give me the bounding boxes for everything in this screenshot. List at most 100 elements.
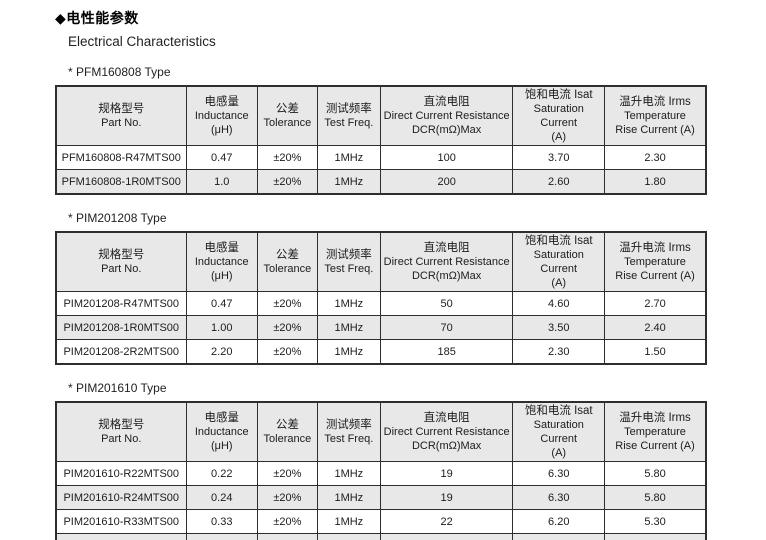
column-header-line: (μH) <box>210 270 233 282</box>
spec-table-pim201208: 规格型号 Part No. 电感量 Inductance (μH) 公差 Tolerance… <box>55 231 707 365</box>
value-cell: ±20% <box>257 533 318 540</box>
column-header-line: Test Freq. <box>324 433 374 445</box>
table-heading-pim201208: * PIM201208 Type <box>68 211 167 225</box>
column-header-part-no: 规格型号 Part No. <box>55 401 187 462</box>
column-header-inductance: 电感量 Inductance (μH) <box>185 401 258 462</box>
column-header-line: 规格型号 <box>98 419 145 431</box>
part-no-cell: PIM201208-R47MTS00 <box>55 291 187 316</box>
column-header-line: Tolerance <box>263 263 312 275</box>
value-cell: 0.47 <box>185 533 258 540</box>
column-header-line: Inductance <box>194 256 249 268</box>
value-cell: 2.40 <box>604 315 707 340</box>
page-title-cn: ◆电性能参数 <box>55 10 139 26</box>
value-cell: ±20% <box>257 291 318 316</box>
column-header-line: Tolerance <box>263 117 312 129</box>
column-header-line: Direct Current Resistance <box>383 110 510 122</box>
value-cell: 1MHz <box>316 509 381 534</box>
column-header-line: (A) <box>551 131 567 143</box>
column-header-line: 测试频率 <box>325 249 372 261</box>
table-header-row: 规格型号 Part No. 电感量 Inductance (μH) 公差 Tolerance… <box>55 231 707 292</box>
value-cell: 0.47 <box>185 145 258 170</box>
value-cell: 1.80 <box>604 169 707 195</box>
table-heading-pfm160808: * PFM160808 Type <box>68 65 171 79</box>
column-header-line: Saturation Current <box>533 249 584 275</box>
part-no-cell: PFM160808-R47MTS00 <box>55 145 187 170</box>
part-no-cell: PIM201208-1R0MTS00 <box>55 315 187 340</box>
value-cell: 2.30 <box>604 145 707 170</box>
column-header-line: 温升电流 Irms <box>619 412 691 424</box>
value-cell: 1MHz <box>316 315 381 340</box>
column-header-tolerance: 公差 Tolerance <box>257 85 318 146</box>
value-cell: 5.30 <box>604 509 707 534</box>
table-row: PIM201208-1R0MTS00 1.00 ±20% 1MHz 70 3.50 2.40 <box>55 315 707 340</box>
value-cell: ±20% <box>257 461 318 486</box>
part-no-cell: PFM160808-1R0MTS00 <box>55 169 187 195</box>
value-cell: 0.33 <box>185 509 258 534</box>
value-cell: 1MHz <box>316 291 381 316</box>
value-cell: ±20% <box>257 485 318 510</box>
column-header-line: Rise Current (A) <box>615 124 695 136</box>
table-header-row: 规格型号 Part No. 电感量 Inductance (μH) 公差 Tolerance… <box>55 401 707 462</box>
column-header-line: Rise Current (A) <box>615 270 695 282</box>
table-heading-pim201610: * PIM201610 Type <box>68 381 167 395</box>
column-header-line: Inductance <box>194 110 249 122</box>
column-header-line: 公差 <box>275 419 299 431</box>
column-header-line: 公差 <box>275 249 299 261</box>
value-cell: 1.00 <box>185 315 258 340</box>
column-header-line: DCR(mΩ)Max <box>411 270 482 282</box>
column-header-line: (A) <box>551 277 567 289</box>
column-header-isat: 饱和电流 Isat Saturation Current (A) <box>512 231 606 292</box>
column-header-line: 直流电阻 <box>423 242 470 254</box>
table-row: PFM160808-R47MTS00 0.47 ±20% 1MHz 100 3.70 2.3… <box>55 145 707 170</box>
column-header-line: 电感量 <box>204 412 240 424</box>
column-header-line: 直流电阻 <box>423 96 470 108</box>
column-header-line: 直流电阻 <box>423 412 470 424</box>
column-header-line: 饱和电流 Isat <box>524 89 593 101</box>
part-no-cell: PIM201610-R47MTS00 <box>55 533 187 540</box>
table-row: PFM160808-1R0MTS00 1.0 ±20% 1MHz 200 2.60 1.80 <box>55 169 707 195</box>
value-cell: 50 <box>379 291 514 316</box>
column-header-isat: 饱和电流 Isat Saturation Current (A) <box>512 85 606 146</box>
value-cell: ±20% <box>257 169 318 195</box>
column-header-test-freq: 测试频率 Test Freq. <box>316 231 381 292</box>
column-header-line: 电感量 <box>204 242 240 254</box>
column-header-line: Test Freq. <box>324 117 374 129</box>
value-cell: 0.47 <box>185 291 258 316</box>
value-cell: 3.50 <box>512 315 606 340</box>
column-header-tolerance: 公差 Tolerance <box>257 401 318 462</box>
value-cell: 2.70 <box>604 291 707 316</box>
value-cell: 6.00 <box>512 533 606 540</box>
page-title-en: Electrical Characteristics <box>68 34 216 49</box>
column-header-line: 规格型号 <box>98 103 145 115</box>
column-header-irms: 温升电流 Irms Temperature Rise Current (A) <box>604 401 707 462</box>
column-header-test-freq: 测试频率 Test Freq. <box>316 401 381 462</box>
table-row: PIM201610-R22MTS00 0.22 ±20% 1MHz 19 6.30 5.80 <box>55 461 707 486</box>
spec-table-pim201610: 规格型号 Part No. 电感量 Inductance (μH) 公差 Tolerance… <box>55 401 707 540</box>
column-header-line: Test Freq. <box>324 263 374 275</box>
column-header-line: Direct Current Resistance <box>383 256 510 268</box>
part-no-cell: PIM201208-2R2MTS00 <box>55 339 187 365</box>
column-header-line: Rise Current (A) <box>615 440 695 452</box>
value-cell: 4.60 <box>512 291 606 316</box>
table-row: PIM201208-R47MTS00 0.47 ±20% 1MHz 50 4.60 2.70 <box>55 291 707 316</box>
column-header-isat: 饱和电流 Isat Saturation Current (A) <box>512 401 606 462</box>
column-header-line: (μH) <box>210 124 233 136</box>
column-header-line: DCR(mΩ)Max <box>411 124 482 136</box>
spec-table-pfm160808: 规格型号 Part No. 电感量 Inductance (μH) 公差 Tolerance… <box>55 85 707 195</box>
value-cell: 3.70 <box>512 145 606 170</box>
column-header-line: Saturation Current <box>533 103 584 129</box>
column-header-inductance: 电感量 Inductance (μH) <box>185 85 258 146</box>
table-header-row: 规格型号 Part No. 电感量 Inductance (μH) 公差 Tolerance… <box>55 85 707 146</box>
column-header-tolerance: 公差 Tolerance <box>257 231 318 292</box>
table-row: PIM201208-2R2MTS00 2.20 ±20% 1MHz 185 2.30 1.5… <box>55 339 707 365</box>
column-header-line: DCR(mΩ)Max <box>411 440 482 452</box>
value-cell: 1MHz <box>316 461 381 486</box>
column-header-line: 温升电流 Irms <box>619 242 691 254</box>
column-header-irms: 温升电流 Irms Temperature Rise Current (A) <box>604 85 707 146</box>
column-header-line: Part No. <box>101 433 142 445</box>
value-cell: 2.60 <box>512 169 606 195</box>
column-header-line: 饱和电流 Isat <box>524 405 593 417</box>
column-header-line: 饱和电流 Isat <box>524 235 593 247</box>
